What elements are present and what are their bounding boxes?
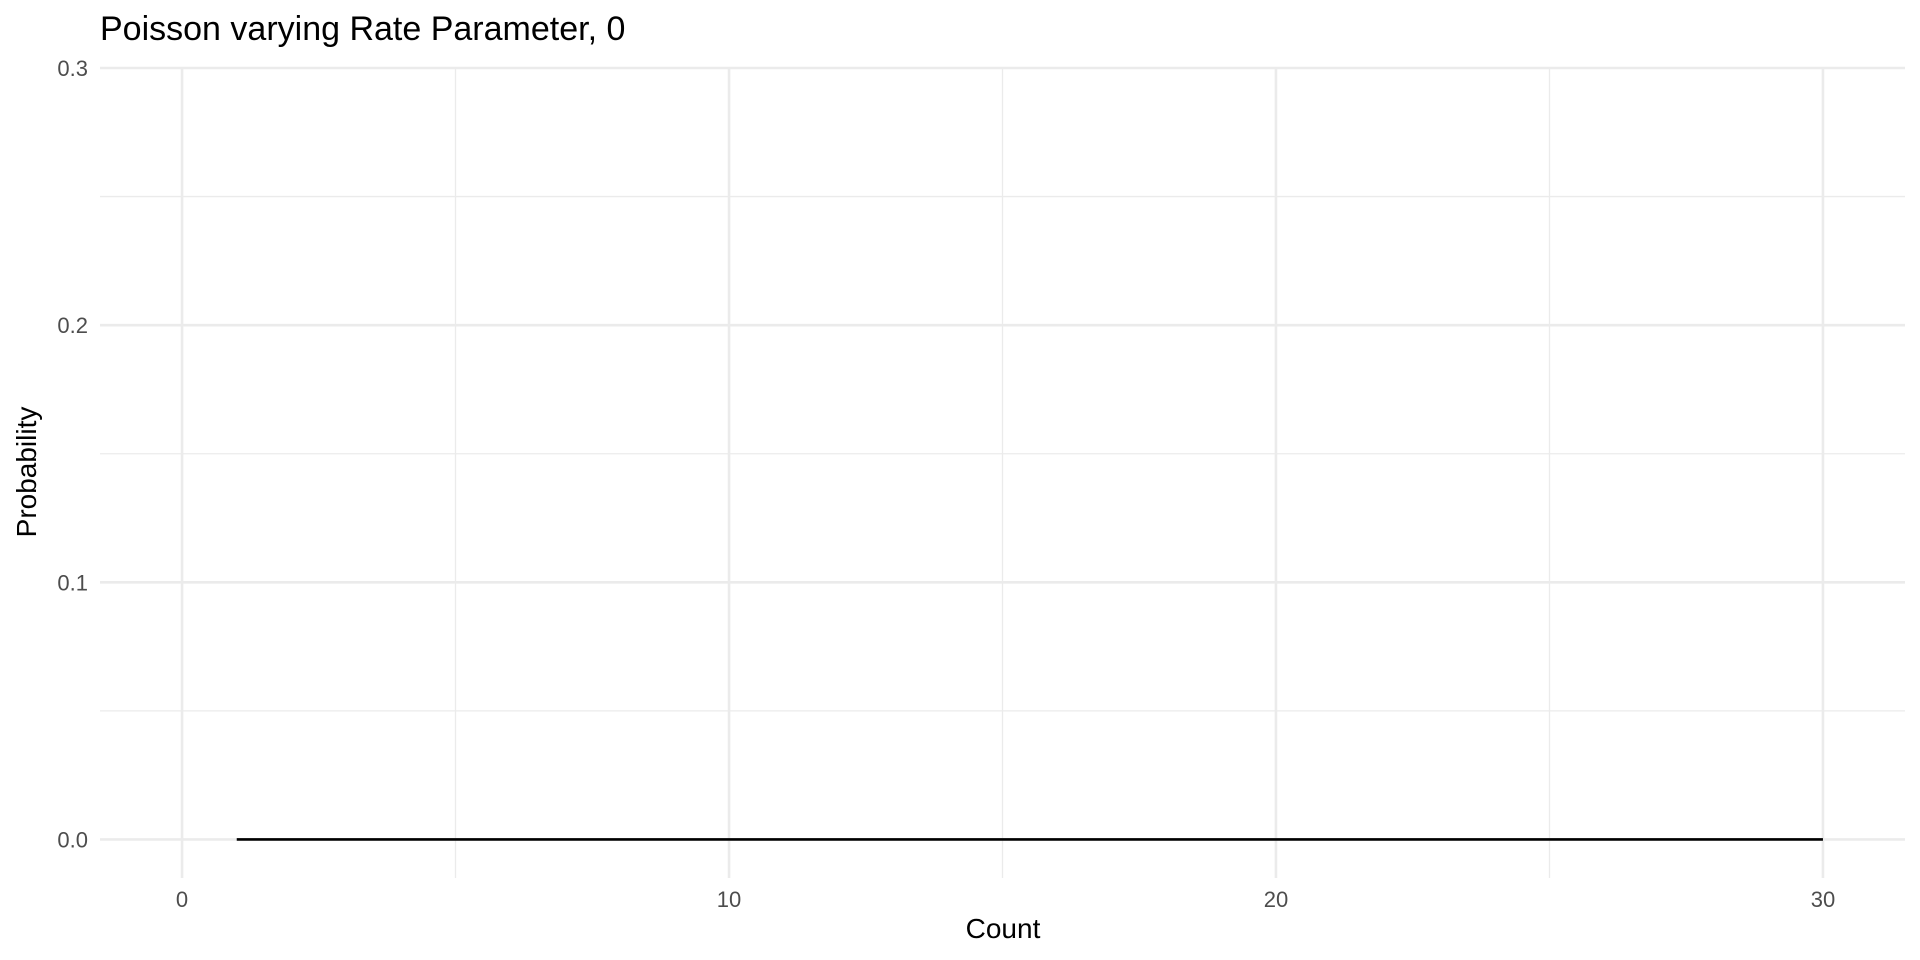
y-axis-title: Probability	[11, 407, 42, 538]
x-tick-label: 10	[717, 887, 741, 912]
grid	[100, 66, 1905, 878]
x-axis-ticks: 0 10 20 30	[176, 887, 1835, 912]
y-tick-label: 0.0	[57, 827, 88, 852]
y-axis-ticks: 0.0 0.1 0.2 0.3	[57, 56, 88, 852]
x-tick-label: 30	[1811, 887, 1835, 912]
x-axis-title: Count	[966, 913, 1041, 944]
x-tick-label: 20	[1264, 887, 1288, 912]
chart-title: Poisson varying Rate Parameter, 0	[100, 10, 625, 48]
x-tick-label: 0	[176, 887, 188, 912]
y-tick-label: 0.1	[57, 570, 88, 595]
y-tick-label: 0.2	[57, 313, 88, 338]
y-tick-label: 0.3	[57, 56, 88, 81]
